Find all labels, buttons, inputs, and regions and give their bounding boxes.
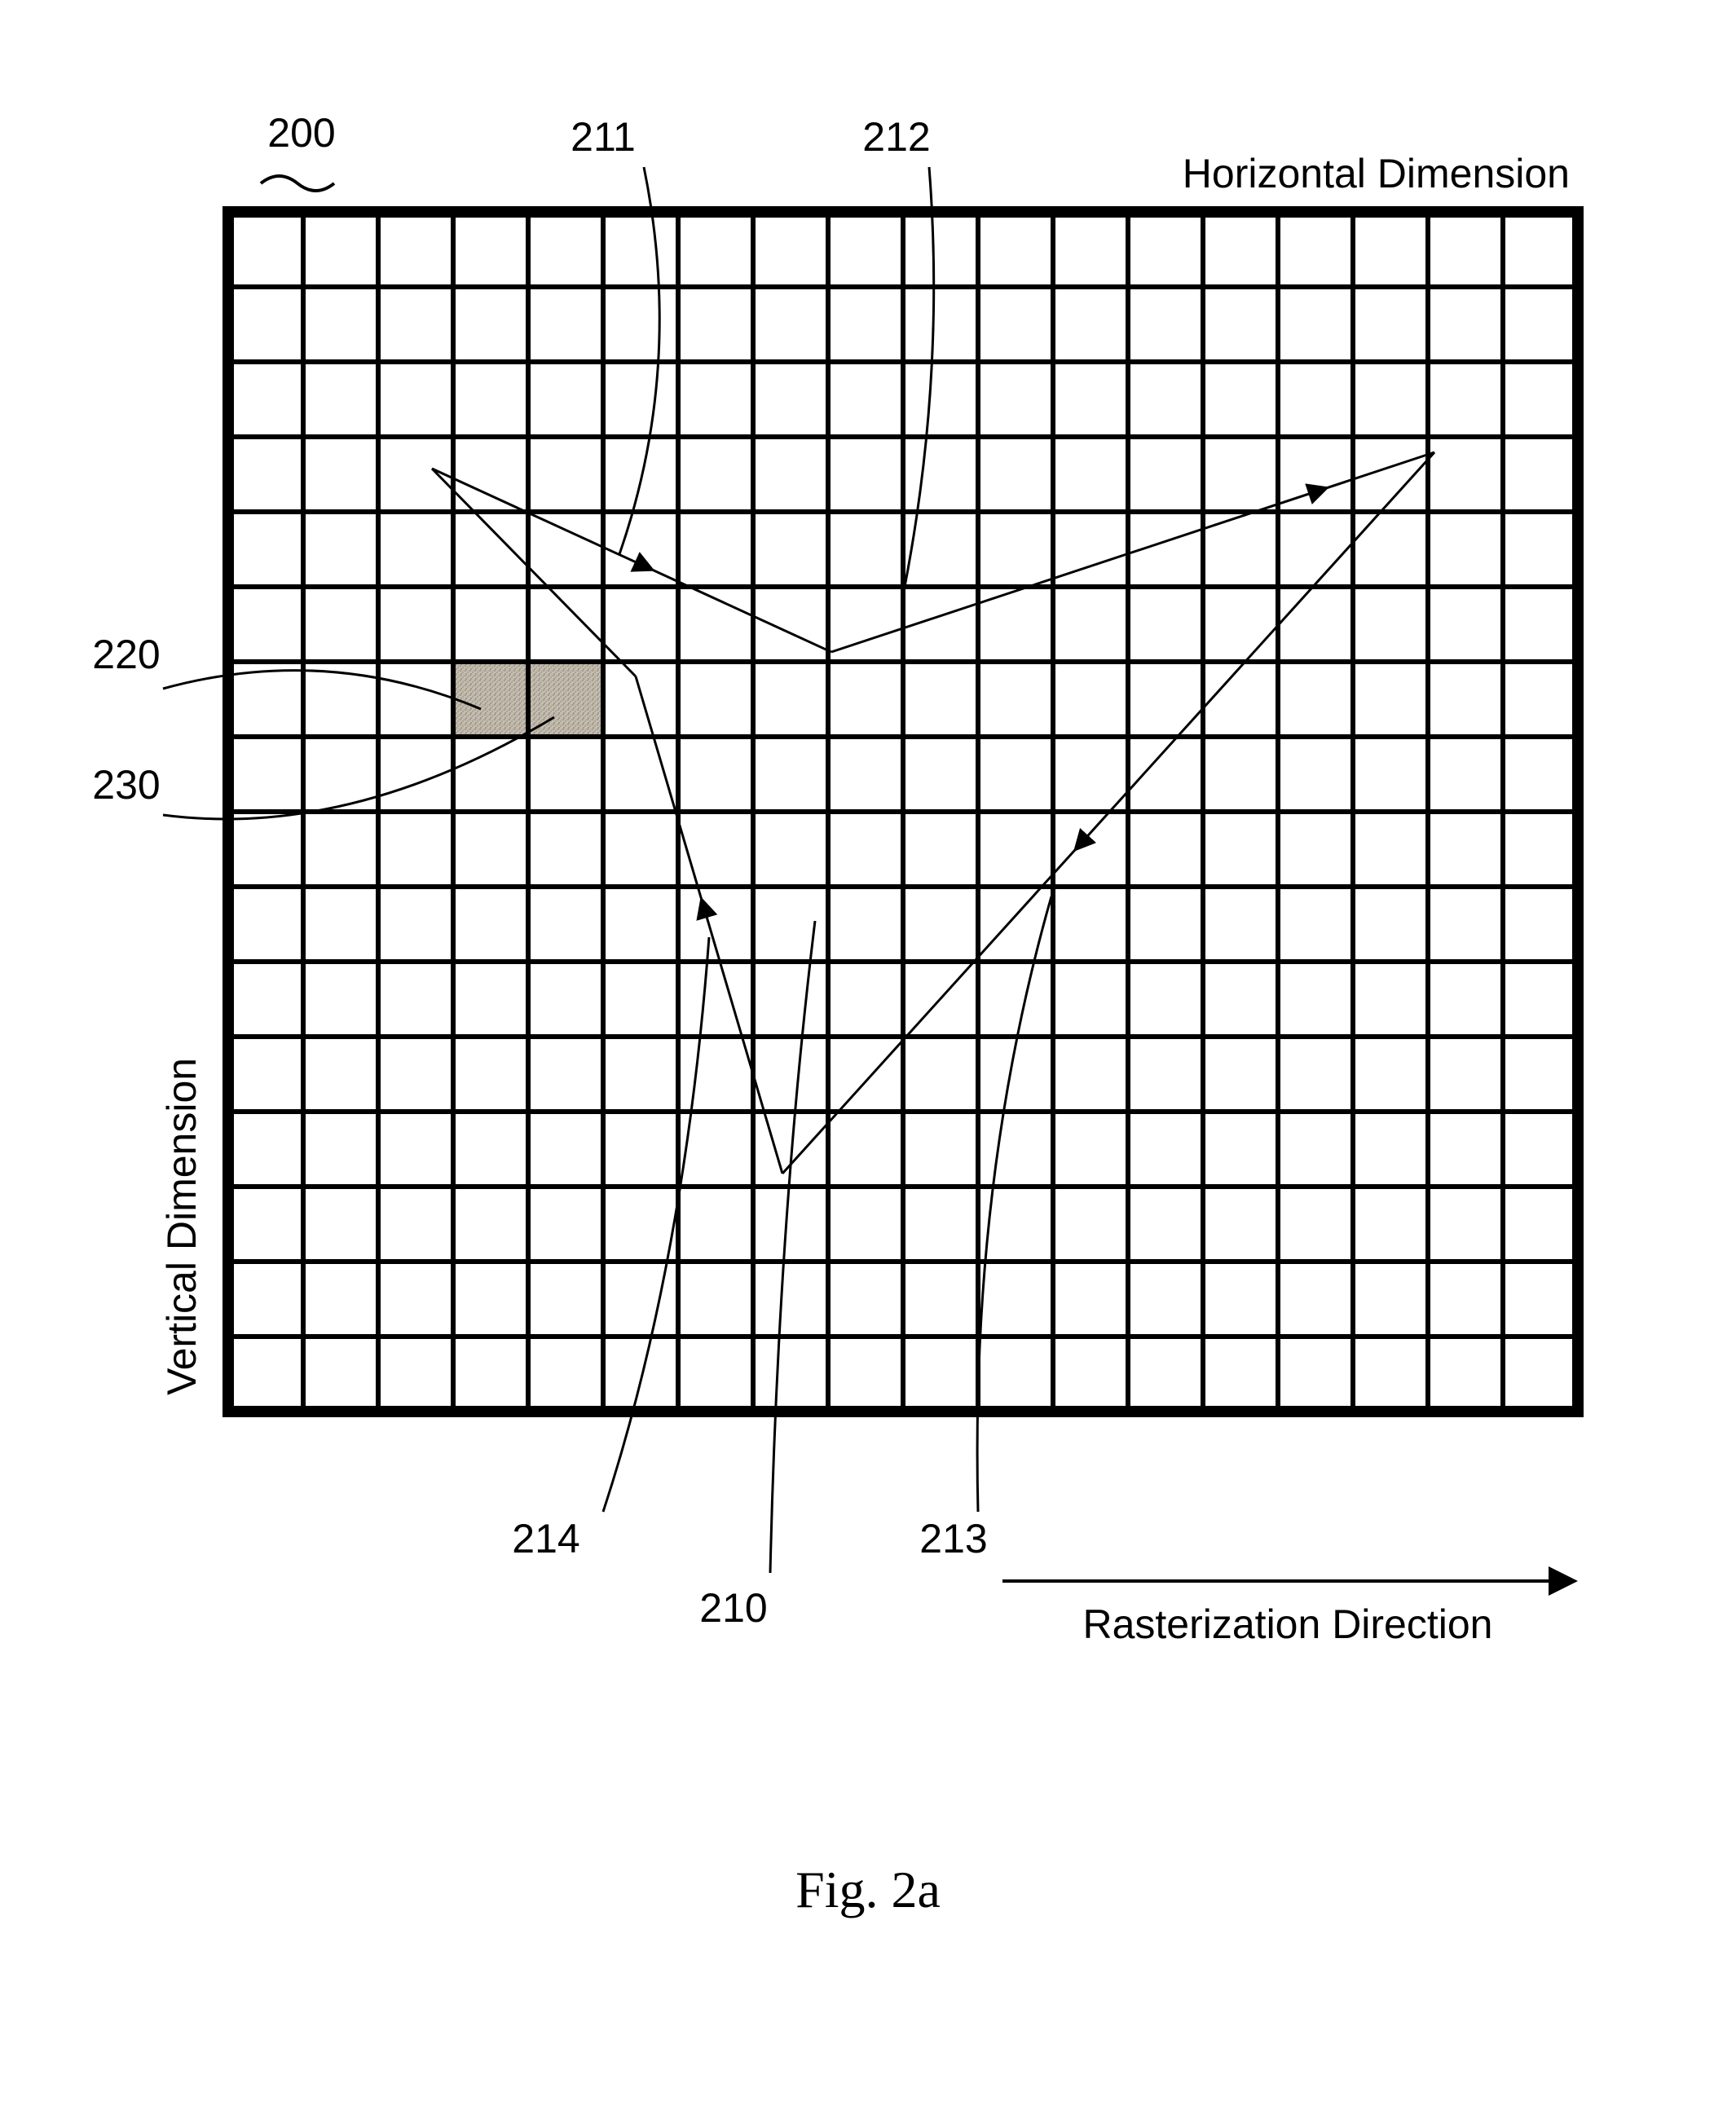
ref-label-200: 200	[267, 110, 335, 156]
rasterization-label: Rasterization Direction	[1083, 1601, 1493, 1647]
ref-label-211: 211	[571, 114, 636, 160]
pixel-grid	[228, 212, 1578, 1412]
ref-label-214: 214	[512, 1516, 579, 1561]
leader-lines	[163, 167, 1051, 1573]
ref-label-210: 210	[699, 1585, 767, 1631]
figure-caption: Fig. 2a	[795, 1861, 941, 1918]
figure-caption-text: Fig. 2a	[795, 1861, 941, 1918]
axis-labels: Horizontal Dimension Vertical Dimension Ra…	[159, 151, 1573, 1647]
axis-label-vertical: Vertical Dimension	[159, 1058, 205, 1395]
ref-label-213: 213	[919, 1516, 987, 1561]
ref-label-212: 212	[862, 114, 930, 160]
ref-label-230: 230	[92, 762, 160, 808]
ref-label-220: 220	[92, 632, 160, 677]
axis-label-horizontal: Horizontal Dimension	[1183, 151, 1570, 196]
